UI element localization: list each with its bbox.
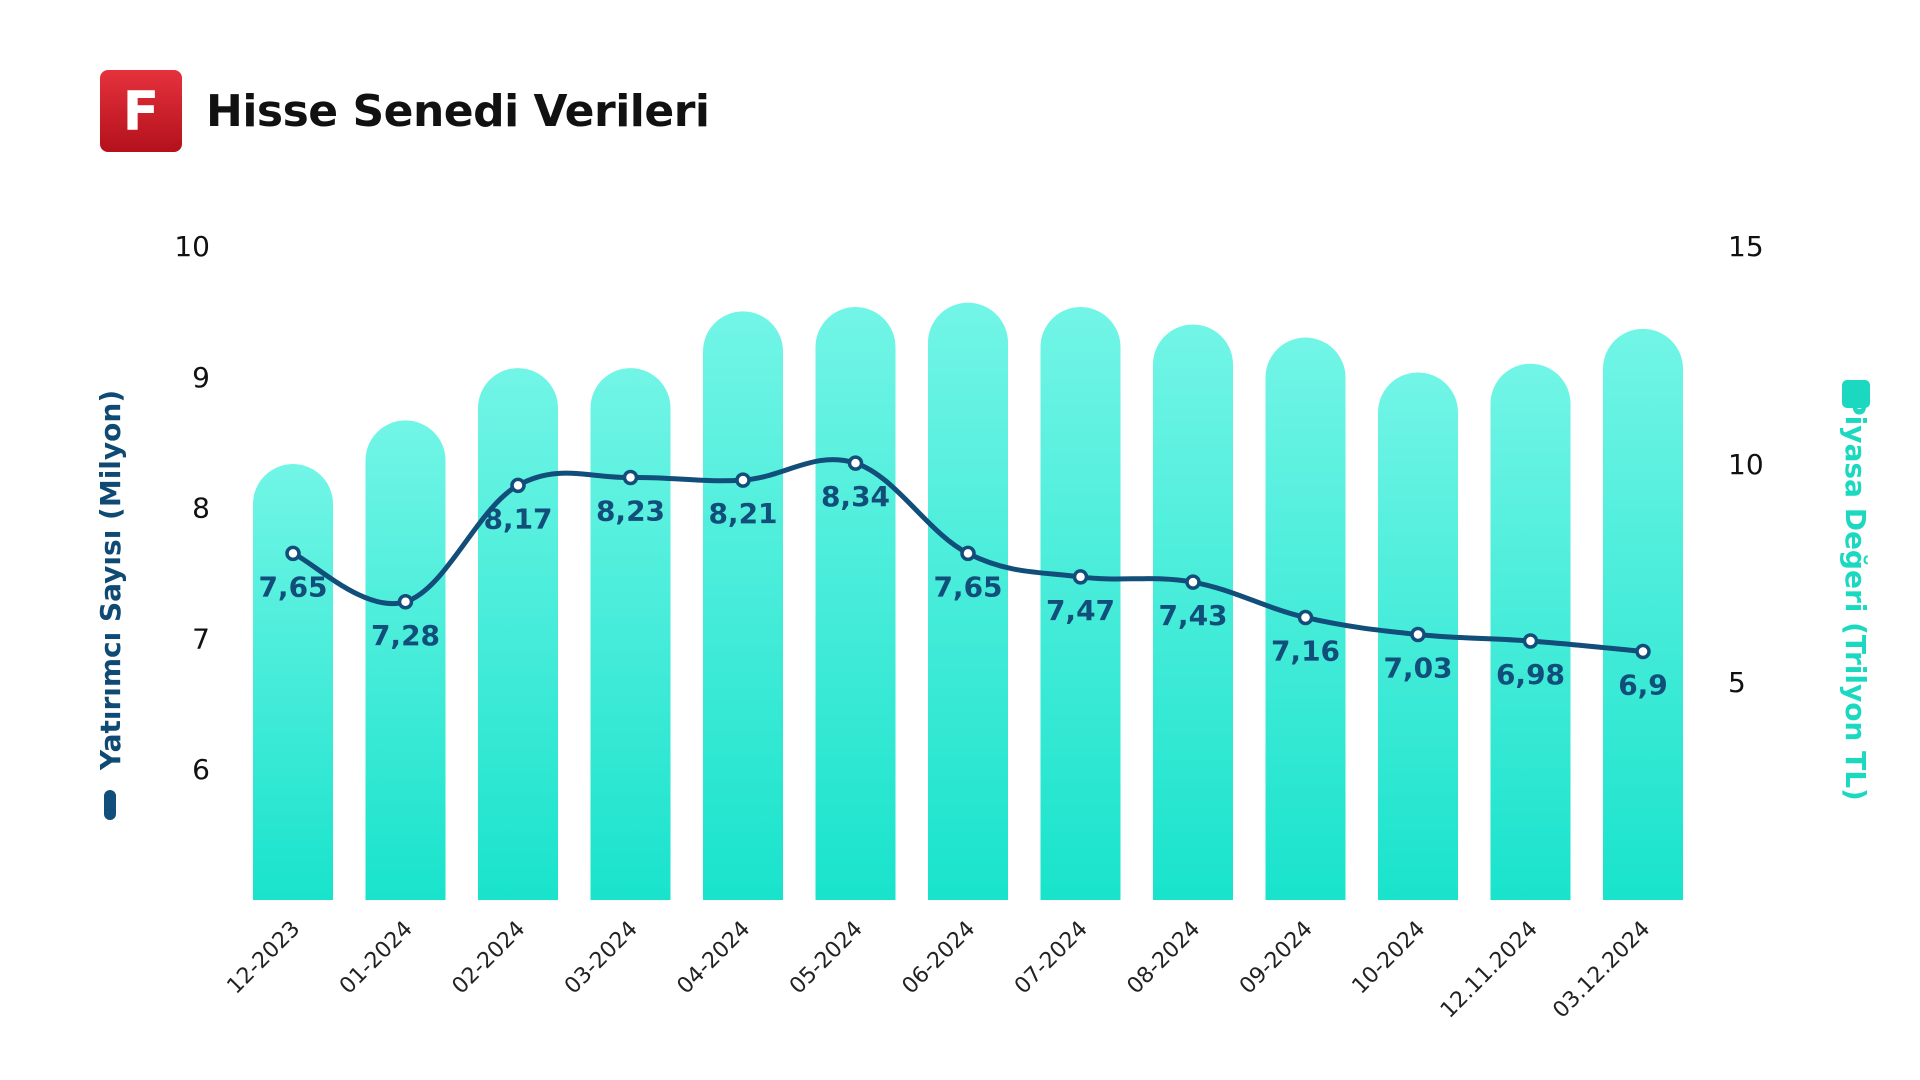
x-tick-label: 08-2024: [1123, 917, 1206, 1000]
bar: [1153, 324, 1233, 901]
line-point: [1635, 643, 1651, 660]
data-label: 7,65: [258, 570, 327, 603]
bars-group: [253, 302, 1683, 901]
line-point: [1072, 569, 1089, 585]
bar: [815, 307, 896, 900]
brand-logo: F: [100, 70, 182, 152]
page-title: Hisse Senedi Verileri: [206, 85, 710, 137]
bar: [365, 420, 446, 900]
line-point: [1185, 574, 1201, 590]
bar: [1040, 307, 1121, 900]
left-tick-label: 7: [192, 622, 210, 655]
x-tick-label: 02-2024: [448, 917, 531, 1000]
data-label: 8,34: [821, 480, 890, 513]
x-tick-label: 03.12.2024: [1548, 917, 1655, 1024]
left-tick-label: 6: [192, 753, 210, 786]
line-point: [1522, 633, 1539, 649]
bar: [703, 311, 783, 900]
bar: [928, 302, 1008, 900]
x-tick-label: 12.11.2024: [1436, 917, 1543, 1024]
data-label: 8,17: [483, 502, 552, 535]
line-point: [622, 469, 639, 486]
line-point: [735, 472, 751, 488]
x-axis: 12-2023 01-2024 02-2024 03-2024 04-2024 05-20…: [223, 917, 1656, 1024]
line-point: [510, 477, 526, 494]
right-tick-label: 10: [1728, 448, 1764, 481]
right-axis: 5 10 15: [1728, 230, 1764, 699]
header: F Hisse Senedi Verileri: [100, 70, 710, 152]
line-point: [397, 594, 414, 610]
axis-titles: Yatırımcı Sayısı (Milyon) Piyasa Değeri (…: [94, 380, 1872, 820]
x-tick-label: 01-2024: [335, 917, 418, 1000]
right-legend-marker: [1842, 380, 1870, 408]
data-label: 7,65: [933, 570, 1002, 603]
line-point: [960, 545, 976, 562]
line-point: [1410, 626, 1426, 643]
x-tick-label: 12-2023: [223, 917, 306, 1000]
left-tick-label: 10: [174, 230, 210, 263]
x-tick-label: 03-2024: [560, 917, 643, 1000]
left-legend-marker: [104, 790, 116, 820]
right-tick-label: 15: [1728, 230, 1764, 263]
data-label: 6,9: [1618, 668, 1668, 701]
left-tick-label: 9: [192, 361, 210, 394]
x-tick-label: 07-2024: [1010, 917, 1093, 1000]
data-label: 7,28: [371, 619, 440, 652]
x-tick-label: 06-2024: [898, 917, 981, 1000]
data-label: 7,43: [1158, 599, 1227, 632]
line-point: [1297, 609, 1314, 626]
bar: [590, 368, 671, 901]
x-tick-label: 04-2024: [673, 917, 756, 1000]
left-axis-title: Yatırımcı Sayısı (Milyon): [94, 390, 127, 771]
line-point: [847, 455, 864, 471]
bar: [1603, 328, 1683, 901]
data-label: 6,98: [1496, 658, 1565, 691]
line-group: 7,65 7,28 8,17 8,23 8,21 8,34 7,65 7,47 7,43 7,16…: [258, 455, 1668, 701]
data-label: 7,47: [1046, 594, 1115, 627]
line-point: [285, 545, 301, 562]
x-tick-label: 05-2024: [785, 917, 868, 1000]
right-tick-label: 5: [1728, 666, 1746, 699]
data-label: 8,23: [596, 495, 665, 528]
data-label: 7,03: [1383, 651, 1452, 684]
x-tick-label: 10-2024: [1348, 917, 1431, 1000]
right-axis-title: Piyasa Değeri (Trilyon TL): [1839, 395, 1872, 801]
bar: [1490, 363, 1571, 900]
data-label: 8,21: [708, 497, 777, 530]
data-label: 7,16: [1271, 634, 1340, 667]
left-axis: 6 7 8 9 10: [174, 230, 210, 786]
x-tick-label: 09-2024: [1235, 917, 1318, 1000]
bar: [253, 464, 333, 900]
left-tick-label: 8: [192, 492, 210, 525]
bar: [478, 368, 558, 901]
